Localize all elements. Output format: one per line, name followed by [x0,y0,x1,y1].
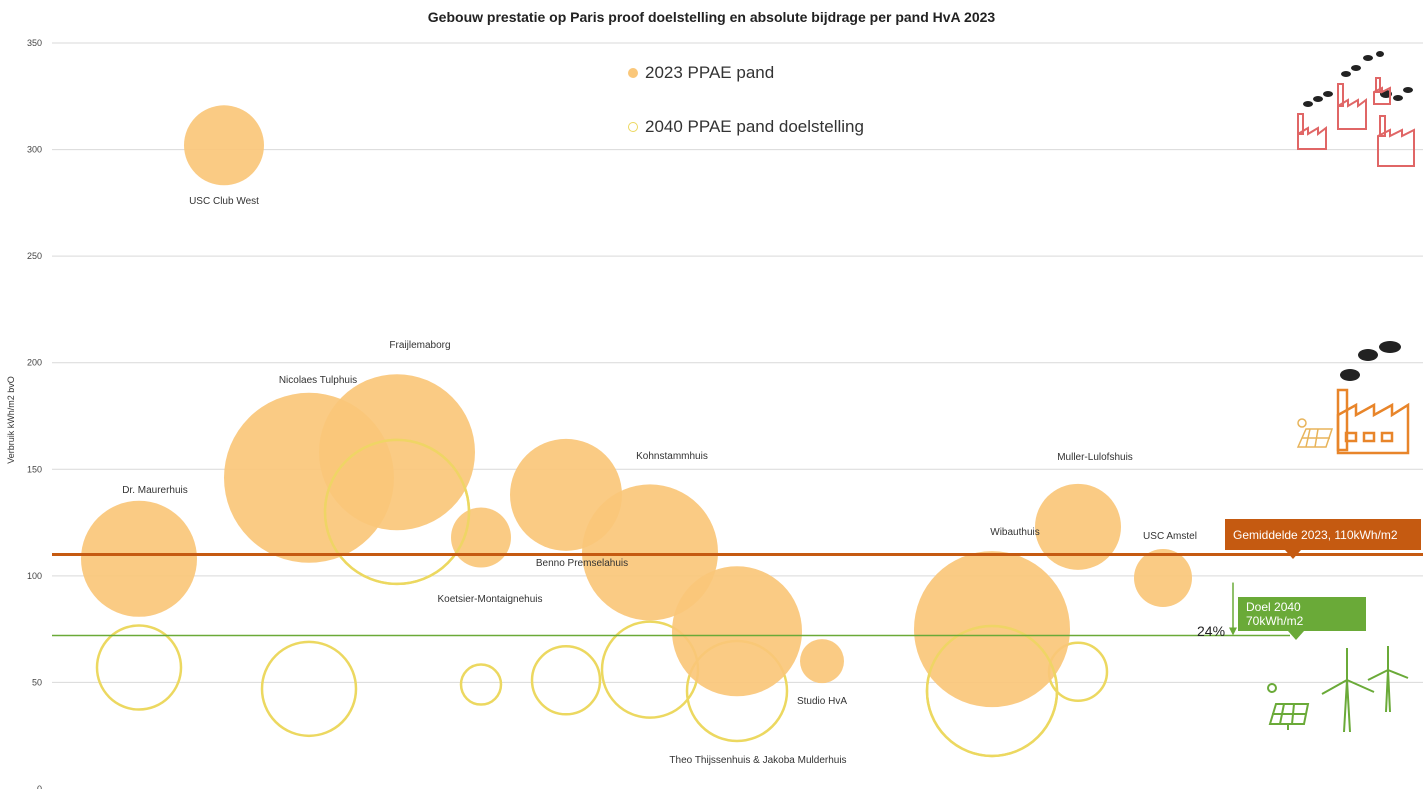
bubble-2040-overlay-9 [925,624,1059,758]
reduction-percentage: 24% [1197,623,1226,639]
point-labels: USC Club West Dr. Maurerhuis Nicolaes Tulp… [122,196,1197,766]
bubble-2040-4 [459,663,503,706]
goal-2040-callout: Doel 2040 70kWh/m2 [1238,597,1366,640]
bubble-2040-5 [530,645,602,716]
factory-with-solar-icon [1296,341,1410,455]
bubble-2023-7 [672,566,802,697]
polluting-factories-icon [1297,51,1415,167]
point-label-10: Muller-Lulofshuis [1057,452,1133,463]
legend-dot-2040 [628,122,638,132]
legend-dot-2023 [628,68,638,78]
bubble-2023-11 [1134,548,1192,607]
y-tick-label-50: 50 [32,677,42,687]
average-2023-callout: Gemiddelde 2023, 110kWh/m2 [1225,519,1421,559]
bubble-2040-1 [95,624,183,711]
point-label-8: Studio HvA [797,696,847,707]
point-label-0: USC Club West [189,196,259,207]
reference-lines [52,553,1423,637]
point-label-2: Nicolaes Tulphuis [279,375,357,386]
point-label-1: Dr. Maurerhuis [122,485,188,496]
y-tick-label-300: 300 [27,145,42,155]
bubble-2023-1 [81,500,197,617]
point-label-11: USC Amstel [1143,531,1197,542]
point-label-3: Fraijlemaborg [389,340,450,351]
point-label-6: Kohnstammhuis [636,451,708,462]
reduction-arrow-head [1229,627,1237,636]
bubble-2040-overlay-3 [323,438,471,586]
y-tick-label-200: 200 [27,358,42,368]
legend-label-2023: 2023 PPAE pand [645,63,775,82]
bubbles [81,105,1192,758]
point-label-5: Benno Premselahuis [536,558,628,569]
point-label-4: Koetsier-Montaignehuis [437,594,542,605]
bubble-2023-3 [319,374,475,531]
bubble-2023-6 [582,484,718,621]
point-label-7: Theo Thijssenhuis & Jakoba Mulderhuis [669,755,846,766]
y-tick-label-250: 250 [27,251,42,261]
bubble-2023-0 [184,105,264,186]
bubble-2023-8 [800,639,844,684]
legend-item-2023: 2023 PPAE pand [628,63,774,83]
bubble-2023-4 [451,507,511,568]
bubble-2023-10 [1035,483,1121,570]
bubble-2040-2 [260,640,358,738]
y-tick-labels: 0 50 100 150 200 250 300 350 [27,38,42,789]
bubble-2023-9 [914,551,1070,708]
legend-label-2040: 2040 PPAE pand doelstelling [645,117,864,136]
y-tick-label-350: 350 [27,38,42,48]
point-label-9: Wibauthuis [990,527,1039,538]
legend-item-2040: 2040 PPAE pand doelstelling [628,117,864,137]
y-tick-label-0: 0 [37,784,42,789]
wind-and-solar-icon [1267,646,1409,733]
y-tick-label-150: 150 [27,464,42,474]
chart-title: Gebouw prestatie op Paris proof doelstel… [427,9,996,25]
y-tick-label-100: 100 [27,571,42,581]
